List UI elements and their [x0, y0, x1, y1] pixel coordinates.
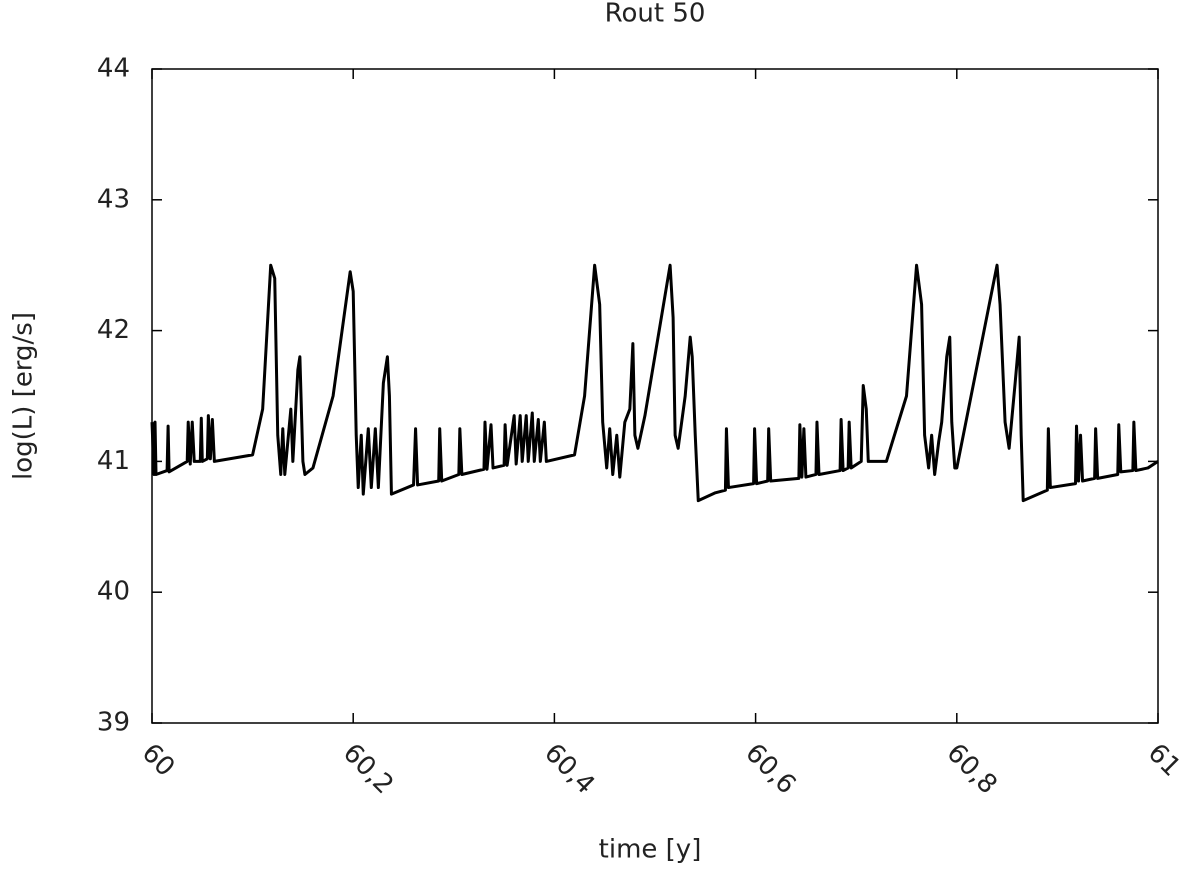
plot-frame	[151, 68, 1159, 724]
y-tick-label: 43	[97, 184, 130, 214]
x-tick-label: 60,8	[941, 738, 1003, 800]
y-axis-label: log(L) [erg/s]	[9, 312, 39, 480]
x-axis-label: time [y]	[599, 835, 702, 865]
y-tick-label: 42	[97, 315, 130, 345]
x-tick-label: 60	[136, 738, 181, 783]
y-tick-label: 40	[97, 577, 130, 607]
x-tick-label: 60,2	[337, 738, 399, 800]
data-line	[150, 263, 1159, 503]
y-tick-label: 44	[97, 54, 130, 84]
x-tick-label: 60,6	[739, 738, 801, 800]
chart-title: Rout 50	[605, 0, 706, 29]
x-tick-label: 61	[1142, 738, 1187, 783]
y-tick-label: 41	[97, 446, 130, 476]
y-tick-label: 39	[97, 708, 130, 738]
x-tick-label: 60,4	[538, 738, 600, 800]
